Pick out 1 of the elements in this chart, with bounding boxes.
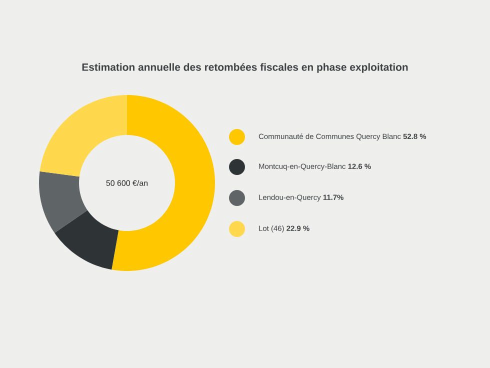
chart-title: Estimation annuelle des retombées fiscales en phase exploitation xyxy=(82,63,408,73)
